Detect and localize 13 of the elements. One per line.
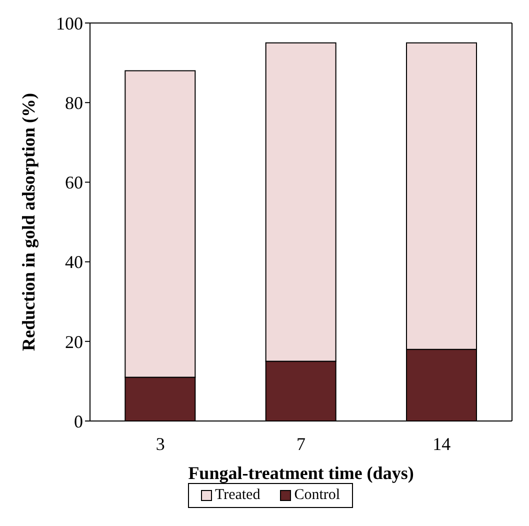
y-tick-label: 60: [65, 172, 83, 193]
y-tick-label: 0: [74, 411, 83, 432]
y-tick-label: 100: [56, 13, 83, 34]
y-tick-label: 80: [65, 92, 83, 113]
x-tick-label: 7: [296, 434, 306, 454]
legend-label: Control: [293, 487, 340, 504]
x-tick-label: 14: [432, 434, 451, 454]
x-tick-label: 3: [156, 434, 165, 454]
y-axis-title: Reduction in gold adsorption (%): [18, 92, 38, 352]
y-tick-label: 40: [65, 252, 83, 272]
x-axis-title: Fungal-treatment time (days): [188, 463, 414, 483]
y-tick-label: 20: [65, 332, 83, 352]
legend-label: Treated: [214, 487, 260, 504]
